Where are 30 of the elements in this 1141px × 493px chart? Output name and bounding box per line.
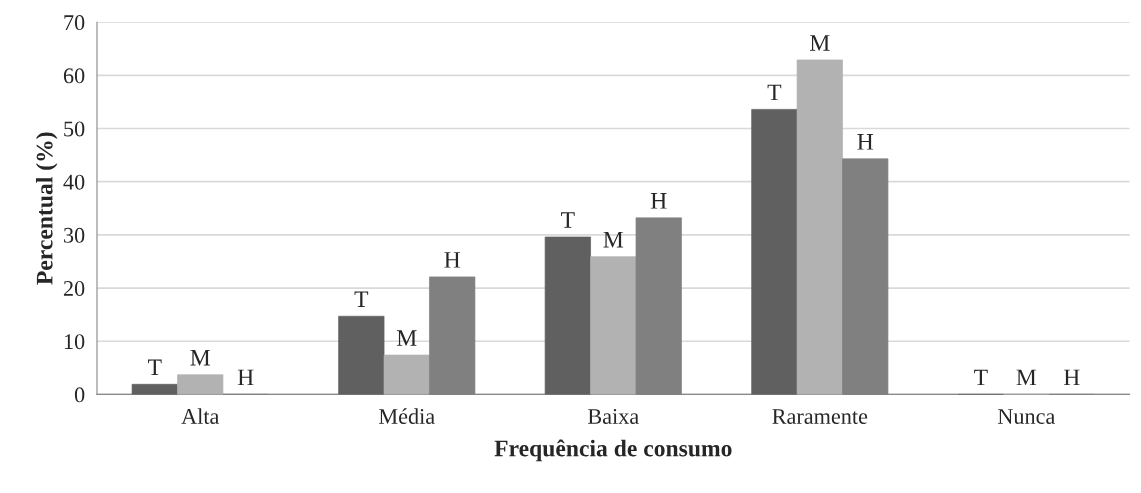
series-label: T — [974, 369, 988, 386]
x-tick-label: Raramente — [772, 409, 868, 424]
y-axis-title: Percentual (%) — [35, 132, 58, 285]
text: M — [603, 231, 624, 248]
y-tick-label: 30 — [64, 227, 85, 243]
x-axis-title: Frequência de consumo — [494, 439, 732, 462]
x-tick-label: Nunca — [997, 409, 1056, 424]
text: H — [857, 134, 874, 150]
y-tick-label: 10 — [64, 334, 85, 350]
y-tick-label: 0 — [74, 387, 85, 403]
y-tick-label: 70 — [64, 15, 85, 31]
x-tick-label: Média — [379, 408, 435, 424]
text: M — [809, 35, 830, 51]
y-tick-label: 60 — [63, 68, 85, 84]
text: T — [767, 84, 782, 101]
series-label: M — [1016, 369, 1037, 386]
x-tick-label: Baixa — [588, 408, 639, 424]
text: T — [148, 359, 162, 376]
y-tick-label: 20 — [63, 280, 85, 296]
x-tick-label: Alta — [181, 408, 220, 424]
y-tick-label: 40 — [63, 174, 85, 190]
text: H — [444, 252, 461, 268]
text: M — [396, 330, 417, 346]
text: H — [1063, 369, 1080, 386]
text: H — [650, 193, 667, 209]
text: T — [561, 212, 575, 228]
text: M — [190, 349, 211, 366]
y-tick-label: 50 — [64, 121, 85, 137]
series-label: H — [237, 369, 254, 386]
text: T — [354, 291, 369, 307]
